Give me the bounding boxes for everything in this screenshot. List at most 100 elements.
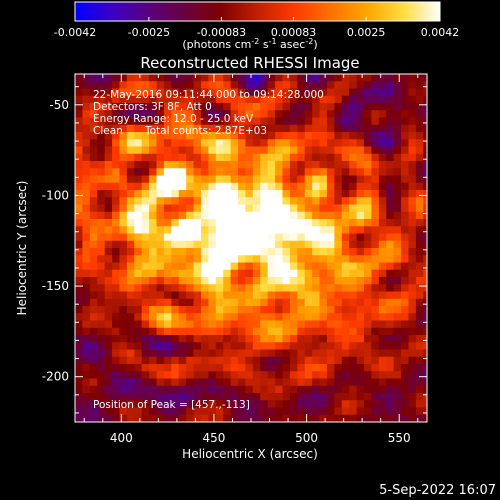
heatmap-pixel bbox=[408, 371, 417, 380]
heatmap-pixel bbox=[193, 211, 202, 220]
heatmap-pixel bbox=[260, 356, 269, 365]
heatmap-pixel bbox=[304, 226, 313, 235]
heatmap-pixel bbox=[415, 255, 424, 264]
heatmap-pixel bbox=[260, 342, 269, 351]
heatmap-pixel bbox=[200, 255, 209, 264]
heatmap-pixel bbox=[82, 356, 91, 365]
heatmap-pixel bbox=[89, 132, 98, 140]
heatmap-pixel bbox=[208, 81, 217, 90]
heatmap-pixel bbox=[319, 335, 328, 343]
heatmap-pixel bbox=[349, 103, 358, 111]
heatmap-pixel bbox=[171, 284, 180, 293]
heatmap-pixel bbox=[223, 335, 232, 343]
heatmap-pixel bbox=[208, 400, 217, 409]
heatmap-pixel bbox=[371, 248, 380, 256]
heatmap-pixel bbox=[171, 248, 180, 256]
heatmap-pixel bbox=[408, 284, 417, 293]
heatmap-pixel bbox=[231, 422, 239, 430]
heatmap-pixel bbox=[267, 182, 276, 191]
heatmap-pixel bbox=[134, 320, 143, 329]
heatmap-pixel bbox=[178, 74, 187, 82]
heatmap-pixel bbox=[326, 277, 335, 285]
heatmap-pixel bbox=[371, 291, 380, 300]
heatmap-pixel bbox=[378, 269, 387, 278]
heatmap-pixel bbox=[119, 349, 128, 358]
heatmap-pixel bbox=[171, 400, 180, 409]
heatmap-pixel bbox=[193, 81, 202, 90]
heatmap-pixel bbox=[252, 349, 261, 358]
heatmap-pixel bbox=[238, 385, 247, 394]
heatmap-pixel bbox=[245, 182, 254, 191]
heatmap-pixel bbox=[75, 378, 84, 387]
heatmap-pixel bbox=[178, 139, 187, 148]
heatmap-pixel bbox=[141, 255, 150, 264]
heatmap-pixel bbox=[245, 168, 254, 177]
heatmap-pixel bbox=[341, 211, 350, 220]
heatmap-pixel bbox=[238, 110, 247, 119]
heatmap-pixel bbox=[97, 81, 106, 90]
heatmap-pixel bbox=[312, 277, 321, 285]
heatmap-pixel bbox=[312, 335, 321, 343]
heatmap-pixel bbox=[423, 313, 427, 322]
heatmap-pixel bbox=[119, 168, 128, 177]
heatmap-pixel bbox=[223, 327, 232, 336]
heatmap-pixel bbox=[156, 103, 165, 111]
heatmap-pixel bbox=[334, 400, 343, 409]
heatmap-pixel bbox=[326, 284, 335, 293]
heatmap-pixel bbox=[289, 356, 298, 365]
heatmap-pixel bbox=[401, 342, 410, 351]
heatmap-pixel bbox=[141, 233, 150, 242]
heatmap-pixel bbox=[75, 400, 84, 409]
heatmap-pixel bbox=[178, 356, 187, 365]
heatmap-pixel bbox=[297, 306, 306, 314]
heatmap-pixel bbox=[378, 400, 387, 409]
heatmap-pixel bbox=[119, 277, 128, 285]
heatmap-pixel bbox=[371, 124, 380, 133]
heatmap-pixel bbox=[371, 414, 380, 422]
heatmap-pixel bbox=[312, 95, 321, 104]
heatmap-pixel bbox=[178, 132, 187, 140]
heatmap-pixel bbox=[408, 153, 417, 162]
heatmap-pixel bbox=[215, 298, 224, 307]
heatmap-pixel bbox=[297, 103, 306, 111]
heatmap-pixel bbox=[364, 298, 373, 307]
heatmap-pixel bbox=[104, 364, 113, 372]
heatmap-pixel bbox=[193, 400, 202, 409]
heatmap-pixel bbox=[393, 124, 402, 133]
heatmap-pixel bbox=[75, 284, 84, 293]
heatmap-pixel bbox=[423, 153, 427, 162]
heatmap-pixel bbox=[349, 95, 358, 104]
heatmap-pixel bbox=[267, 320, 276, 329]
heatmap-pixel bbox=[134, 219, 143, 227]
heatmap-pixel bbox=[423, 248, 427, 256]
heatmap-pixel bbox=[230, 81, 239, 90]
heatmap-pixel bbox=[378, 132, 387, 140]
heatmap-pixel bbox=[126, 110, 135, 119]
heatmap-pixel bbox=[156, 364, 165, 372]
heatmap-pixel bbox=[378, 211, 387, 220]
heatmap-pixel bbox=[171, 153, 180, 162]
heatmap-pixel bbox=[223, 407, 232, 416]
heatmap-pixel bbox=[230, 153, 239, 162]
heatmap-pixel bbox=[75, 342, 84, 351]
heatmap-pixel bbox=[326, 320, 335, 329]
heatmap-pixel bbox=[245, 211, 254, 220]
heatmap-pixel bbox=[97, 146, 106, 155]
heatmap-pixel bbox=[238, 211, 247, 220]
heatmap-pixel bbox=[319, 298, 328, 307]
heatmap-pixel bbox=[134, 342, 143, 351]
heatmap-pixel bbox=[326, 269, 335, 278]
heatmap-pixel bbox=[156, 74, 165, 82]
heatmap-pixel bbox=[230, 327, 239, 336]
heatmap-pixel bbox=[119, 74, 128, 82]
heatmap-pixel bbox=[186, 320, 195, 329]
heatmap-pixel bbox=[275, 414, 284, 422]
heatmap-pixel bbox=[341, 233, 350, 242]
heatmap-pixel bbox=[364, 182, 373, 191]
heatmap-pixel bbox=[297, 371, 306, 380]
heatmap-pixel bbox=[156, 393, 165, 401]
heatmap-pixel bbox=[415, 153, 424, 162]
heatmap-pixel bbox=[319, 168, 328, 177]
heatmap-pixel bbox=[408, 182, 417, 191]
heatmap-pixel bbox=[378, 306, 387, 314]
